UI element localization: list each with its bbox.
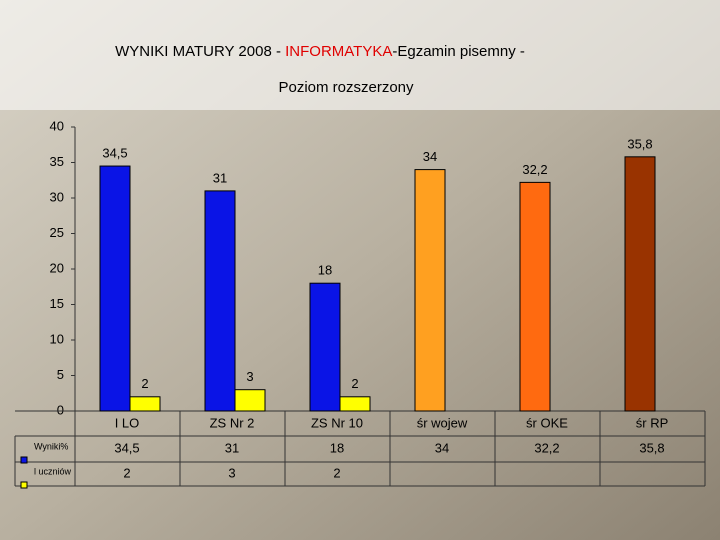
title-part: -Egzamin pisemny - xyxy=(392,43,525,60)
data-label: 34 xyxy=(423,149,437,164)
data-label: 31 xyxy=(213,170,227,185)
x-tick-label: ZS Nr 10 xyxy=(311,415,363,430)
table-cell: 32,2 xyxy=(534,440,559,455)
table-cell: 31 xyxy=(225,440,239,455)
bar xyxy=(234,389,266,412)
y-tick-label: 0 xyxy=(57,402,64,417)
x-tick-label: śr wojew xyxy=(417,415,468,430)
data-label: 35,8 xyxy=(627,136,652,151)
legend-swatch xyxy=(20,456,28,464)
table-cell: 3 xyxy=(228,465,235,480)
title-band xyxy=(0,0,720,110)
y-tick-label: 5 xyxy=(57,367,64,382)
data-label: 32,2 xyxy=(522,162,547,177)
bar xyxy=(129,396,161,412)
legend-label: l uczniów xyxy=(34,466,72,476)
y-tick-label: 10 xyxy=(50,331,64,346)
data-label: 2 xyxy=(141,376,148,391)
bar xyxy=(204,190,236,412)
title-part: INFORMATYKA xyxy=(285,43,392,60)
chart-subtitle: Poziom rozszerzony xyxy=(278,79,414,96)
y-tick-label: 40 xyxy=(50,118,64,133)
bar xyxy=(309,282,341,412)
data-label: 34,5 xyxy=(102,145,127,160)
table-cell: 35,8 xyxy=(639,440,664,455)
x-tick-label: śr OKE xyxy=(526,415,568,430)
y-tick-label: 35 xyxy=(50,154,64,169)
chart-title: WYNIKI MATURY 2008 - INFORMATYKA-Egzamin… xyxy=(115,43,525,60)
title-part: WYNIKI MATURY 2008 - xyxy=(115,43,285,60)
data-label: 2 xyxy=(351,376,358,391)
table-cell: 2 xyxy=(123,465,130,480)
legend-swatch xyxy=(20,481,28,489)
table-cell: 2 xyxy=(333,465,340,480)
bar xyxy=(99,165,131,412)
x-tick-label: śr RP xyxy=(636,415,669,430)
legend-label: Wyniki% xyxy=(34,441,68,451)
bar xyxy=(519,181,551,412)
y-tick-label: 20 xyxy=(50,260,64,275)
y-tick-label: 30 xyxy=(50,189,64,204)
x-tick-label: ZS Nr 2 xyxy=(210,415,255,430)
bar xyxy=(414,169,446,412)
table-cell: 34 xyxy=(435,440,449,455)
bar xyxy=(339,396,371,412)
table-cell: 34,5 xyxy=(114,440,139,455)
y-tick-label: 15 xyxy=(50,296,64,311)
table-cell: 18 xyxy=(330,440,344,455)
data-label: 3 xyxy=(246,369,253,384)
data-label: 18 xyxy=(318,263,332,278)
y-tick-label: 25 xyxy=(50,225,64,240)
x-tick-label: I LO xyxy=(115,415,140,430)
bar xyxy=(624,156,656,412)
